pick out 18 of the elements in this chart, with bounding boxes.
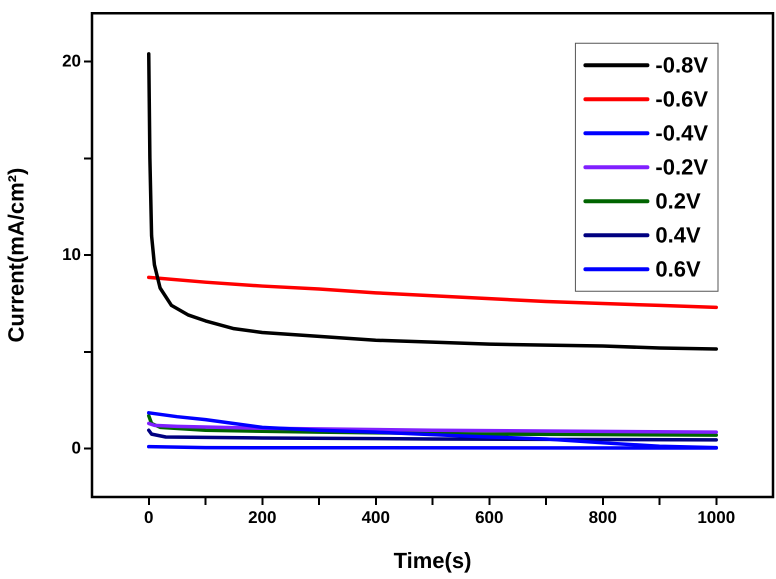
legend-label: -0.4V (655, 120, 708, 146)
x-tick-label: 200 (248, 508, 276, 527)
x-tick-label: 600 (475, 508, 504, 527)
y-axis-title: Current(mA/cm²) (3, 168, 28, 342)
x-tick-label: 400 (362, 508, 390, 527)
x-tick-label: 0 (144, 508, 154, 527)
legend-label: 0.6V (655, 256, 701, 282)
legend-label: -0.6V (655, 86, 708, 112)
legend-label: 0.4V (655, 222, 701, 248)
x-tick-label: 1000 (697, 508, 736, 527)
legend-label: 0.2V (655, 188, 701, 214)
x-axis-title: Time(s) (394, 548, 472, 573)
y-tick-label: 20 (62, 51, 81, 70)
x-tick-label: 800 (588, 508, 617, 527)
legend-label: -0.2V (655, 154, 708, 180)
y-tick-label: 0 (72, 438, 81, 458)
y-tick-label: 10 (62, 244, 81, 264)
legend-label: -0.8V (655, 52, 708, 78)
